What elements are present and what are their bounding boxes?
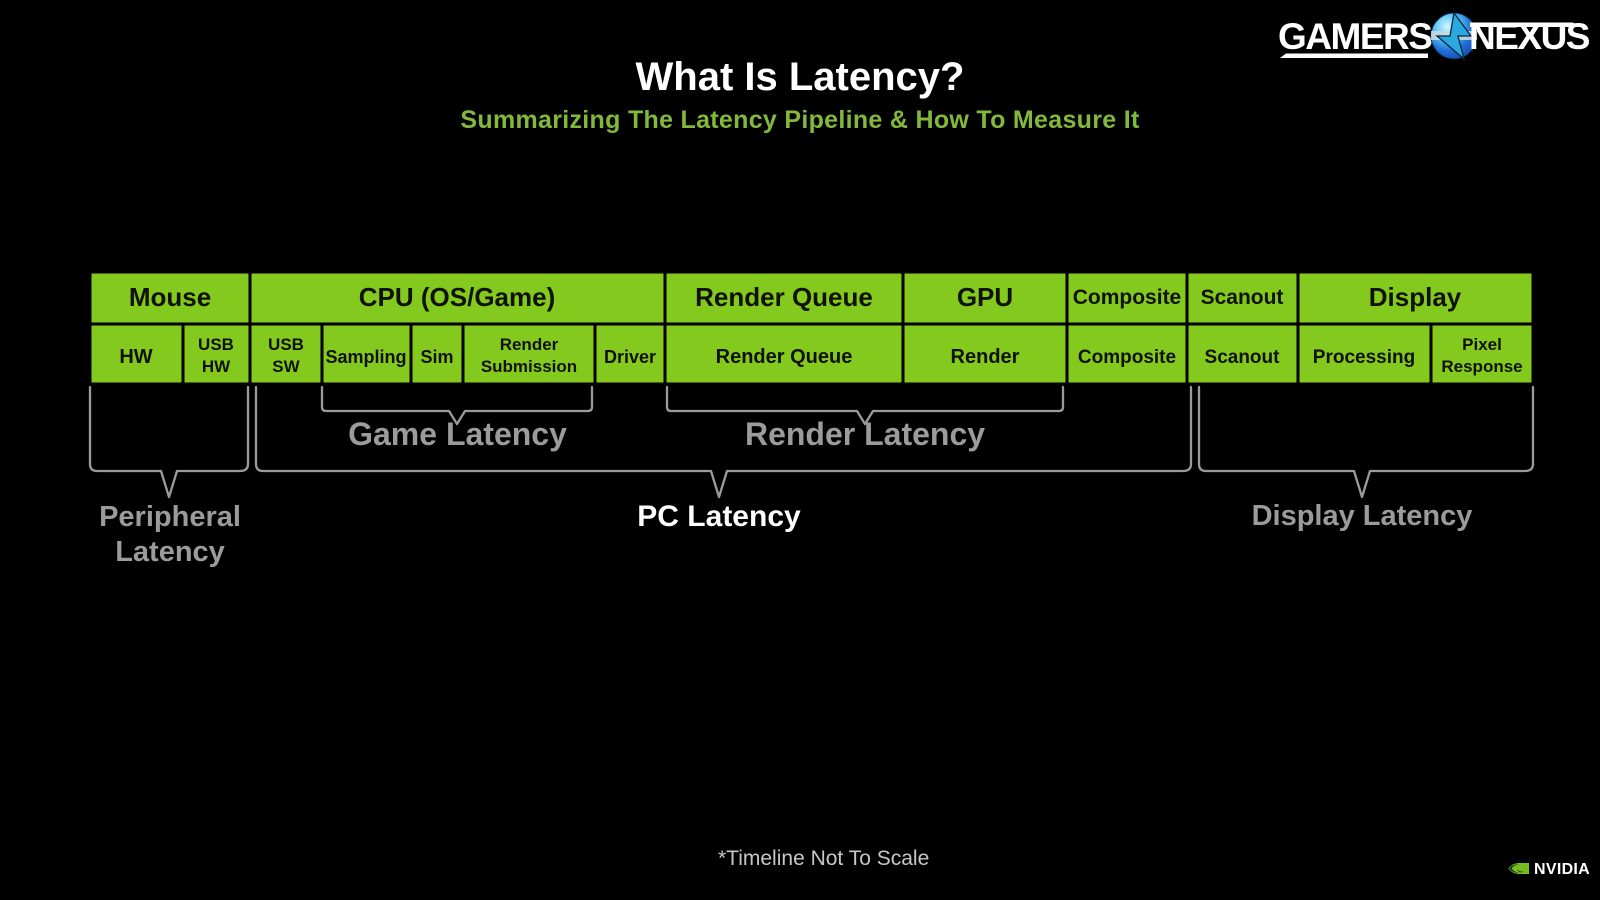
svg-text:NVIDIA: NVIDIA [1534,861,1590,878]
